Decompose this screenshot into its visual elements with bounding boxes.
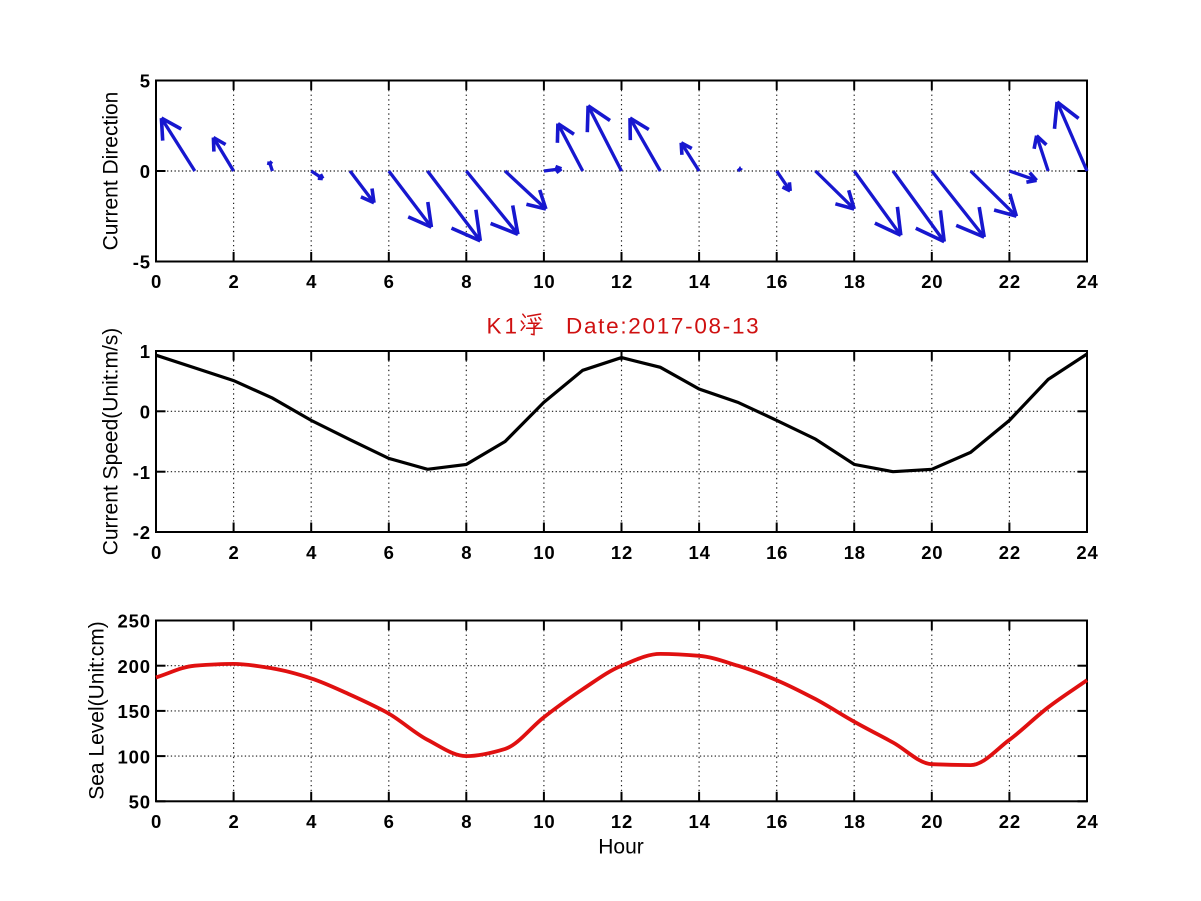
svg-text:16: 16 (766, 542, 788, 563)
svg-text:14: 14 (689, 542, 711, 563)
svg-text:2: 2 (229, 542, 240, 563)
svg-text:Current Direction: Current Direction (100, 92, 123, 251)
svg-text:18: 18 (844, 811, 866, 832)
svg-text:0: 0 (151, 271, 162, 292)
svg-text:4: 4 (306, 271, 317, 292)
svg-text:0: 0 (151, 811, 162, 832)
svg-text:8: 8 (461, 811, 472, 832)
svg-text:K1: K1 (487, 314, 521, 339)
svg-text:2: 2 (229, 811, 240, 832)
svg-text:16: 16 (766, 811, 788, 832)
svg-text:8: 8 (461, 542, 472, 563)
svg-text:Current Speed(Unit:m/s): Current Speed(Unit:m/s) (100, 328, 123, 556)
svg-text:150: 150 (118, 701, 151, 722)
svg-text:12: 12 (611, 811, 633, 832)
svg-text:6: 6 (384, 542, 395, 563)
svg-text:2: 2 (229, 271, 240, 292)
svg-text:20: 20 (921, 271, 943, 292)
svg-text:0: 0 (140, 161, 151, 182)
svg-text:10: 10 (533, 542, 555, 563)
svg-text:24: 24 (1076, 542, 1098, 563)
svg-text:-2: -2 (133, 522, 151, 543)
svg-text:5: 5 (140, 71, 151, 92)
svg-text:4: 4 (306, 811, 317, 832)
svg-text:12: 12 (611, 542, 633, 563)
svg-text:0: 0 (140, 402, 151, 423)
svg-text:100: 100 (118, 746, 151, 767)
svg-text:22: 22 (999, 271, 1021, 292)
svg-text:50: 50 (129, 792, 151, 813)
svg-text:22: 22 (999, 542, 1021, 563)
svg-text:18: 18 (844, 542, 866, 563)
svg-text:8: 8 (461, 271, 472, 292)
svg-text:24: 24 (1076, 271, 1098, 292)
svg-text:250: 250 (118, 611, 151, 632)
svg-text:16: 16 (766, 271, 788, 292)
svg-text:14: 14 (689, 811, 711, 832)
svg-text:200: 200 (118, 656, 151, 677)
svg-text:20: 20 (921, 811, 943, 832)
svg-text:-5: -5 (133, 252, 151, 273)
svg-text:0: 0 (151, 542, 162, 563)
svg-text:Hour: Hour (598, 836, 644, 859)
svg-text:22: 22 (999, 811, 1021, 832)
svg-text:12: 12 (611, 271, 633, 292)
svg-text:Sea Level(Unit:cm): Sea Level(Unit:cm) (86, 621, 109, 800)
svg-text:6: 6 (384, 811, 395, 832)
svg-text:10: 10 (533, 811, 555, 832)
svg-text:18: 18 (844, 271, 866, 292)
svg-text:6: 6 (384, 271, 395, 292)
svg-text:1: 1 (140, 341, 151, 362)
svg-text:Date:2017-08-13: Date:2017-08-13 (566, 314, 760, 339)
svg-text:-1: -1 (133, 462, 151, 483)
svg-text:20: 20 (921, 542, 943, 563)
svg-text:14: 14 (689, 271, 711, 292)
svg-text:24: 24 (1076, 811, 1098, 832)
svg-text:10: 10 (533, 271, 555, 292)
svg-text:4: 4 (306, 542, 317, 563)
